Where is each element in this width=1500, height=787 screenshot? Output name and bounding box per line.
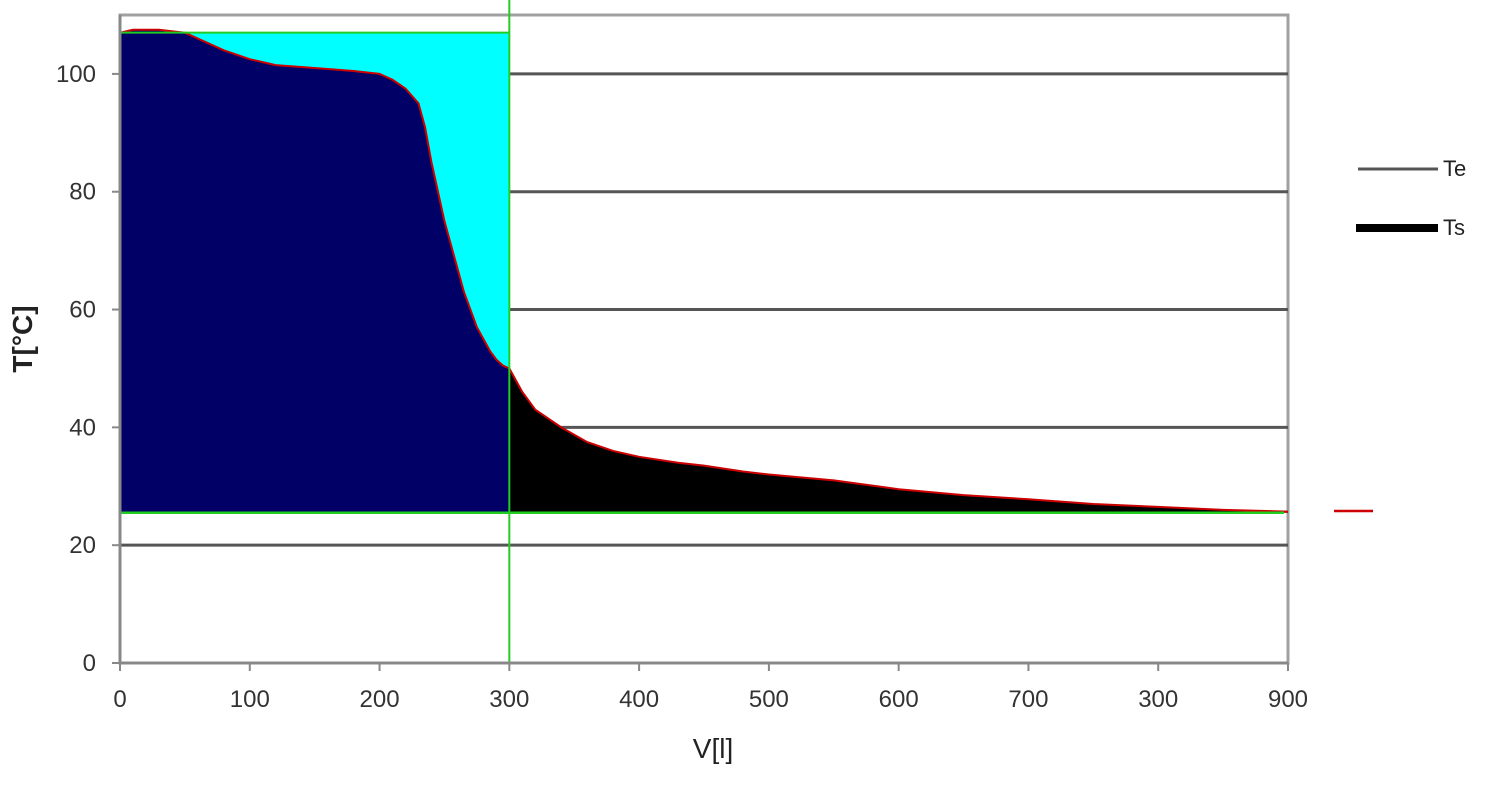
x-tick-label: 200: [360, 686, 400, 713]
x-tick-label: 400: [619, 686, 659, 713]
y-tick-label: 20: [69, 532, 96, 559]
y-tick-label: 40: [69, 414, 96, 441]
y-tick-label: 0: [83, 650, 96, 677]
reference-lines: [120, 0, 1284, 663]
x-tick-label: 900: [1268, 686, 1308, 713]
x-tick-label: 100: [230, 686, 270, 713]
legend-label-te: Te: [1443, 156, 1466, 181]
filled-areas: [119, 28, 1289, 513]
ts-series-line: [119, 28, 1289, 513]
legend: Te Ts: [1334, 156, 1466, 513]
tick-labels: 0 100 200 300 400 500 600 700 300 900 0 20 40 60 80 100: [56, 61, 1308, 713]
x-tick-label: 600: [879, 686, 919, 713]
axes: [112, 15, 1289, 671]
x-tick-label: 700: [1008, 686, 1048, 713]
lower-left-region-fill: [120, 29, 510, 513]
lower-right-region-fill: [509, 368, 1288, 513]
upper-region-fill: [120, 29, 510, 369]
y-tick-label: 60: [69, 297, 96, 324]
y-tick-label: 100: [56, 61, 96, 88]
x-axis-title: V[l]: [693, 733, 733, 764]
x-tick-label: 0: [113, 686, 126, 713]
x-tick-label: 500: [749, 686, 789, 713]
y-tick-label: 80: [69, 179, 96, 206]
y-axis-title: T[°C]: [7, 305, 38, 372]
x-tick-label: 300: [489, 686, 529, 713]
legend-label-ts: Ts: [1443, 215, 1465, 240]
x-tick-label: 300: [1138, 686, 1178, 713]
